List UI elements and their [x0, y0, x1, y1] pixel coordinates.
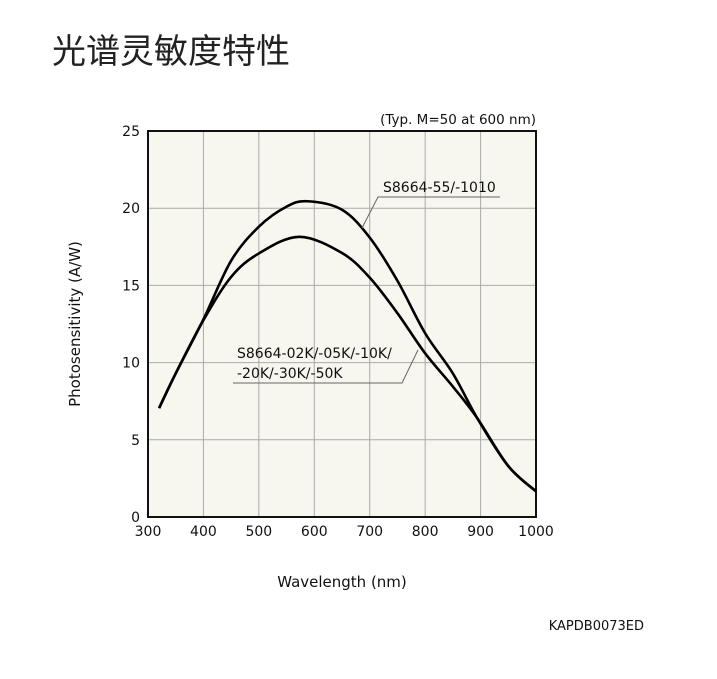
- series-label-upper: S8664-55/-1010: [383, 180, 496, 196]
- page-title: 光谱灵敏度特性: [52, 32, 290, 72]
- y-axis-label: Photosensitivity (A/W): [66, 241, 84, 407]
- plot-background: [148, 131, 536, 517]
- leader-line-upper: [361, 196, 500, 229]
- y-tick-label: 10: [122, 356, 140, 372]
- x-tick-label: 300: [135, 524, 162, 540]
- x-tick-label: 900: [467, 524, 494, 540]
- series-line-2: [157, 235, 537, 493]
- series-line-1: [157, 199, 537, 493]
- x-tick-label: 600: [301, 524, 328, 540]
- series-label-lower-2: -20K/-30K/-50K: [237, 366, 343, 382]
- condition-note: (Typ. M=50 at 600 nm): [380, 112, 536, 128]
- x-tick-label: 1000: [518, 524, 554, 540]
- x-tick-label: 800: [412, 524, 439, 540]
- leader-line-lower: [233, 349, 419, 384]
- x-tick-label: 700: [356, 524, 383, 540]
- y-tick-label: 25: [122, 124, 140, 140]
- plot-frame: [147, 130, 537, 518]
- y-tick-label: 20: [122, 201, 140, 217]
- series-label-lower-1: S8664-02K/-05K/-10K/: [237, 346, 392, 362]
- x-tick-label: 400: [190, 524, 217, 540]
- y-tick-label: 5: [131, 433, 140, 449]
- x-tick-label: 500: [245, 524, 272, 540]
- figure-code: KAPDB0073ED: [549, 619, 644, 634]
- y-tick-label: 15: [122, 278, 140, 294]
- x-axis-label: Wavelength (nm): [277, 573, 407, 591]
- y-tick-label: 0: [131, 510, 140, 526]
